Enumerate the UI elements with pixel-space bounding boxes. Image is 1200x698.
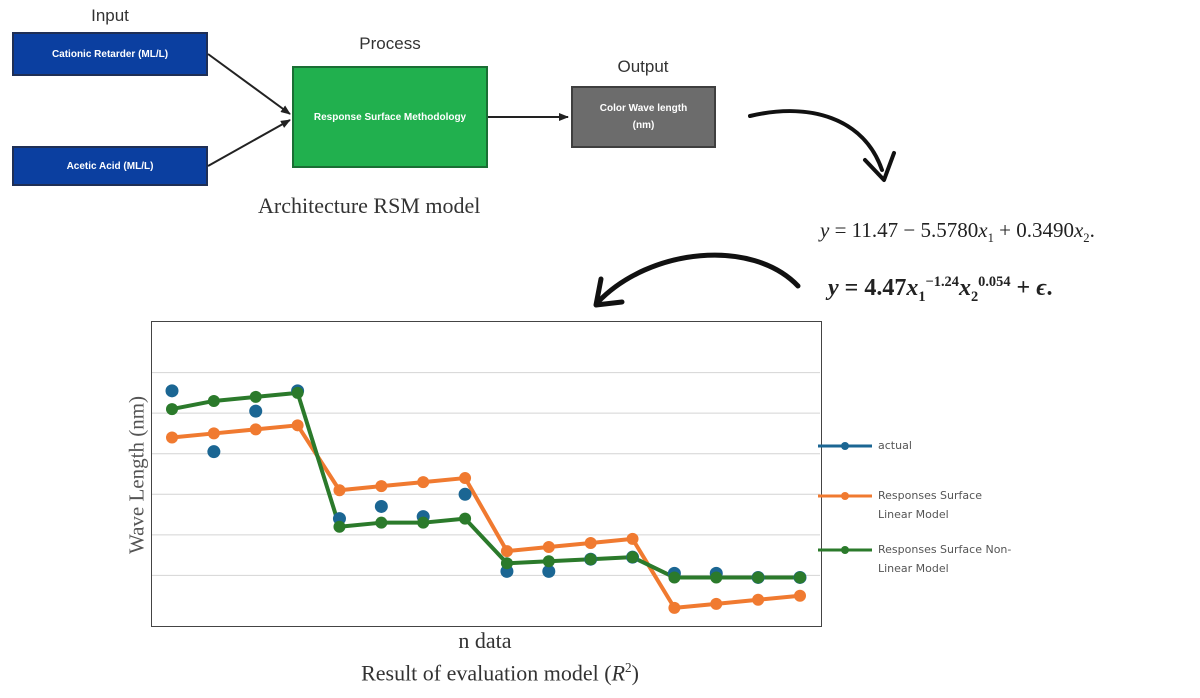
series-1-point-8	[500, 545, 513, 558]
legend-label-actual: actual	[878, 439, 912, 452]
curved-arrow-head-2	[593, 276, 625, 308]
arrow-input1-to-process	[207, 53, 291, 115]
eq1-const: 11.47	[851, 218, 899, 242]
input-stage-label: Input	[91, 6, 129, 25]
output-box-line2: (nm)	[632, 120, 655, 131]
series-1-point-1	[207, 427, 220, 440]
legend-swatches	[818, 442, 872, 554]
chart-caption-symbol: R	[611, 660, 626, 686]
series-1-point-2	[249, 423, 262, 436]
series-2-point-13	[710, 571, 723, 584]
chart-plot	[152, 372, 820, 614]
series-0-point-5	[374, 499, 388, 513]
process-stage-label: Process	[359, 34, 421, 53]
series-0-point-0	[165, 384, 179, 398]
series-2-point-10	[584, 553, 597, 566]
chart-xlabel: n data	[458, 628, 512, 653]
series-2-point-5	[375, 516, 388, 529]
series-1-point-13	[710, 597, 723, 610]
legend-label-nonlinear: Responses Surface Non-Linear Model	[878, 543, 1012, 575]
output-stage-label: Output	[617, 57, 669, 76]
chart-caption-text: Result of evaluation model	[361, 660, 599, 686]
series-1-point-7	[459, 472, 472, 485]
input-box-acetic-acid: Acetic Acid (ML/L)	[12, 146, 208, 186]
architecture-caption: Architecture RSM model	[258, 193, 481, 218]
series-1-point-11	[626, 532, 639, 545]
eq1-lhs: y	[820, 218, 830, 242]
series-2-point-1	[207, 394, 220, 407]
series-0-point-2	[249, 404, 263, 418]
chart-caption: Result of evaluation model (R2)	[361, 660, 639, 686]
chart-frame	[151, 321, 822, 627]
series-1-point-12	[668, 601, 681, 614]
series-0-point-1	[207, 445, 221, 459]
eq1-coef1: 5.5780	[920, 218, 979, 242]
eq2-lhs: y	[828, 275, 839, 301]
legend-swatch-actual-marker	[841, 442, 849, 450]
legend-swatch-linear-marker	[841, 492, 849, 500]
output-box-wavelength: Color Wave length (nm)	[571, 86, 716, 148]
series-0-point-9	[542, 564, 556, 578]
series-line-2	[171, 390, 800, 580]
series-1-point-3	[291, 419, 304, 432]
legend-label-linear: Responses Surface Linear Model	[878, 489, 982, 521]
series-2-point-3	[291, 386, 304, 399]
series-2-point-15	[794, 571, 806, 584]
series-1-point-5	[375, 480, 388, 493]
series-2-point-0	[166, 403, 178, 416]
curved-arrow-to-chart	[595, 252, 801, 305]
series-2-point-12	[668, 571, 681, 584]
output-box-line1: Color Wave length	[599, 103, 688, 114]
chart-caption-power: 2	[625, 660, 632, 675]
diagram-arrows	[207, 53, 896, 308]
eq2-error: ϵ	[1036, 275, 1047, 301]
curved-arrow-head-1	[863, 151, 896, 182]
arrow-input2-to-process	[207, 119, 291, 167]
series-2-point-2	[249, 390, 262, 403]
eq1-coef2: 0.3490	[1016, 218, 1074, 242]
series-2-point-9	[542, 555, 555, 568]
legend-swatch-nonlinear-marker	[841, 546, 849, 554]
series-1-point-10	[584, 536, 597, 549]
series-2-point-14	[752, 571, 765, 584]
series-2-point-11	[626, 551, 639, 564]
series-1-point-6	[417, 476, 430, 489]
series-1-point-4	[333, 484, 346, 497]
eq2-exp2: 0.054	[978, 274, 1011, 290]
equation-linear: y = 11.47 − 5.5780x1 + 0.3490x2.	[820, 218, 1095, 246]
chart-legend: actual Responses Surface Linear Model Re…	[812, 438, 1042, 598]
series-2-point-8	[500, 557, 513, 570]
input-box-cationic-retarder: Cationic Retarder (ML/L)	[12, 32, 208, 76]
series-0-point-7	[458, 487, 472, 501]
chart-ylabel: Wave Length (nm)	[124, 395, 149, 555]
eq2-coef: 4.47	[864, 275, 907, 301]
series-1-point-15	[794, 589, 806, 602]
series-1-point-0	[166, 431, 178, 444]
series-1-point-9	[542, 541, 555, 554]
equation-nonlinear: y = 4.47x1−1.24x20.054 + ϵ.	[828, 274, 1053, 305]
series-2-point-4	[333, 520, 346, 533]
series-line-1	[171, 423, 801, 610]
curved-arrow-to-equations	[748, 109, 884, 172]
series-2-point-6	[417, 516, 430, 529]
eq2-exp1: −1.24	[925, 274, 959, 290]
process-box-rsm: Response Surface Methodology	[292, 66, 488, 168]
series-1-point-14	[752, 593, 765, 606]
series-2-point-7	[459, 512, 472, 525]
chart-ylabel-container: Wave Length (nm)	[122, 330, 152, 620]
